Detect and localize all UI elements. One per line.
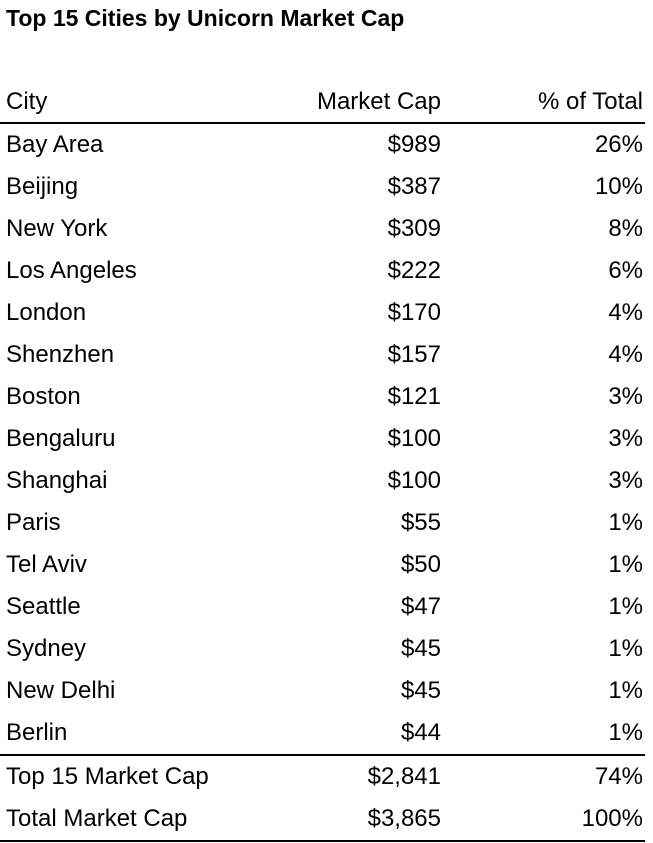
percent-cell: 4% [608, 341, 643, 368]
city-cell: Berlin [6, 719, 68, 746]
city-cell: Beijing [6, 173, 79, 200]
table-row: Paris $55 1% [0, 502, 645, 544]
table-row: London $170 4% [0, 292, 645, 334]
market-cap-cell: $989 [387, 131, 441, 158]
total-label-cell: Top 15 Market Cap [6, 763, 209, 790]
table-title: Top 15 Cities by Unicorn Market Cap [6, 5, 405, 31]
city-cell: Sydney [6, 635, 87, 662]
total-market-cap-cell: $3,865 [367, 805, 441, 832]
percent-cell: 4% [608, 299, 643, 326]
table-row: Bengaluru $100 3% [0, 418, 645, 460]
city-cell: Bay Area [6, 131, 104, 158]
grand-total-row: Total Market Cap $3,865 100% [0, 798, 645, 842]
percent-cell: 1% [608, 677, 643, 704]
percent-cell: 1% [608, 593, 643, 620]
city-cell: Bengaluru [6, 425, 116, 452]
market-cap-cell: $55 [400, 509, 441, 536]
total-label-cell: Total Market Cap [6, 805, 188, 832]
table-header-row: City Market Cap % of Total [0, 82, 645, 124]
market-cap-cell: $387 [387, 173, 441, 200]
percent-cell: 1% [608, 551, 643, 578]
percent-cell: 3% [608, 383, 643, 410]
market-cap-cell: $100 [387, 467, 441, 494]
market-cap-cell: $170 [387, 299, 441, 326]
table-row: Tel Aviv $50 1% [0, 544, 645, 586]
top-15-total-row: Top 15 Market Cap $2,841 74% [0, 756, 645, 798]
percent-cell: 26% [594, 131, 643, 158]
city-cell: Shanghai [6, 467, 108, 494]
percent-cell: 1% [608, 635, 643, 662]
table-row: Beijing $387 10% [0, 166, 645, 208]
market-cap-table: City Market Cap % of Total Bay Area $989… [0, 82, 645, 842]
city-cell: Shenzhen [6, 341, 115, 368]
table-row: Berlin $44 1% [0, 712, 645, 756]
city-cell: Tel Aviv [6, 551, 87, 578]
city-cell: New York [6, 215, 108, 242]
city-cell: Paris [6, 509, 61, 536]
percent-cell: 10% [594, 173, 643, 200]
percent-cell: 6% [608, 257, 643, 284]
city-cell: Seattle [6, 593, 81, 620]
table-row: Seattle $47 1% [0, 586, 645, 628]
market-cap-cell: $45 [400, 677, 441, 704]
market-cap-cell: $309 [387, 215, 441, 242]
market-cap-cell: $121 [387, 383, 441, 410]
market-cap-cell: $50 [400, 551, 441, 578]
table-row: Sydney $45 1% [0, 628, 645, 670]
market-cap-cell: $222 [387, 257, 441, 284]
column-header-city: City [6, 88, 48, 115]
table-row: Boston $121 3% [0, 376, 645, 418]
table-row: New York $309 8% [0, 208, 645, 250]
column-header-percent-of-total: % of Total [538, 88, 643, 115]
city-cell: London [6, 299, 87, 326]
percent-cell: 8% [608, 215, 643, 242]
percent-cell: 3% [608, 425, 643, 452]
market-cap-cell: $44 [400, 719, 441, 746]
percent-cell: 1% [608, 509, 643, 536]
total-percent-cell: 74% [594, 763, 643, 790]
table-row: Shanghai $100 3% [0, 460, 645, 502]
total-percent-cell: 100% [581, 805, 643, 832]
table-row: Los Angeles $222 6% [0, 250, 645, 292]
market-cap-cell: $157 [387, 341, 441, 368]
market-cap-cell: $45 [400, 635, 441, 662]
table-row: New Delhi $45 1% [0, 670, 645, 712]
market-cap-cell: $47 [400, 593, 441, 620]
city-cell: New Delhi [6, 677, 116, 704]
city-cell: Los Angeles [6, 257, 137, 284]
percent-cell: 3% [608, 467, 643, 494]
market-cap-cell: $100 [387, 425, 441, 452]
total-market-cap-cell: $2,841 [367, 763, 441, 790]
city-cell: Boston [6, 383, 81, 410]
table-row: Bay Area $989 26% [0, 124, 645, 166]
percent-cell: 1% [608, 719, 643, 746]
table-row: Shenzhen $157 4% [0, 334, 645, 376]
column-header-market-cap: Market Cap [316, 88, 441, 115]
